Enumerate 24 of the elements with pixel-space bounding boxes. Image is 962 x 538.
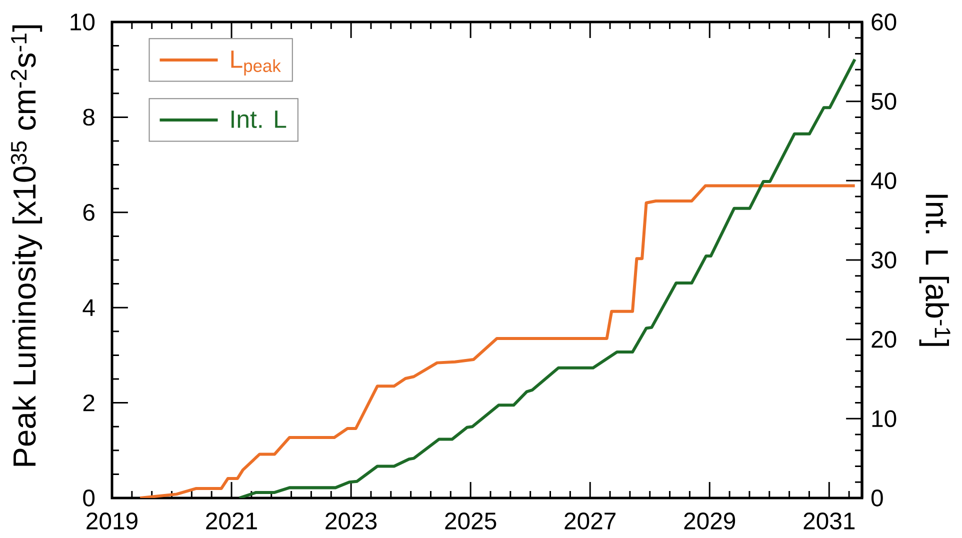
y2-tick-label: 20 [872, 330, 896, 348]
x-tick-label: 2019 [86, 512, 138, 530]
y2-tick-label: 10 [872, 410, 896, 428]
y-tick-label: 6 [83, 204, 94, 221]
legend-label: L$_{peak}$ [231, 50, 281, 76]
y-tick-label: 10 [70, 14, 95, 30]
y2-axis-title: Int. L [ab$^{-1}$] [919, 194, 950, 346]
x-tick-label: 2023 [326, 512, 377, 530]
x-tick-label: 2031 [804, 512, 855, 530]
y-tick-label: 4 [82, 299, 95, 316]
x-tick-label: 2029 [684, 512, 736, 530]
y2-tick-label: 60 [872, 14, 896, 30]
y2-tick-label: 40 [871, 172, 896, 190]
legend-label: Int. L [232, 110, 286, 128]
y-tick-label: 2 [83, 394, 94, 412]
y-axis-title: Peak Luminosity [x10$^{35}$ cm$^{-2}$s$^{-1}$] [10, 25, 42, 466]
x-tick-label: 2021 [206, 512, 257, 530]
y2-tick-label: 0 [871, 490, 883, 506]
y2-tick-label: 30 [871, 252, 896, 268]
y2-tick-label: 50 [871, 92, 896, 110]
y-tick-label: 8 [83, 108, 94, 126]
y-tick-label: 0 [83, 490, 95, 506]
x-tick-label: 2027 [564, 512, 616, 530]
x-tick-label: 2025 [445, 512, 496, 530]
